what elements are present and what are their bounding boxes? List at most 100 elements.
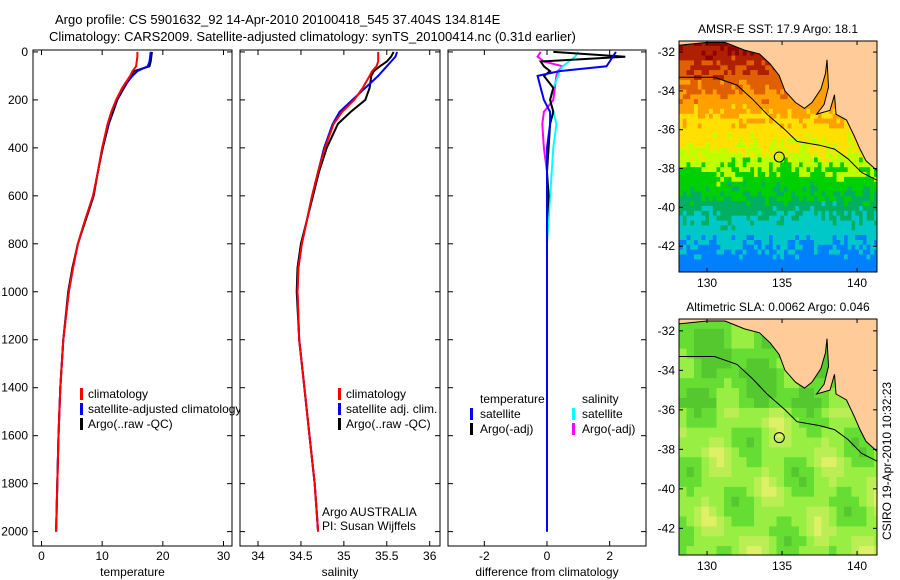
map-cell (769, 157, 774, 163)
map-cell (847, 167, 852, 173)
map-cell (862, 249, 867, 256)
map-cell (731, 191, 736, 197)
panel-1: 0 10 20 30020040060080010001200140016001800… (1, 45, 241, 579)
map-cell (866, 526, 875, 537)
map-cell (724, 118, 729, 125)
map-cell (802, 264, 807, 270)
map-cell (787, 220, 792, 227)
map-cell (709, 467, 718, 478)
map-cell (784, 99, 789, 105)
map-cell (716, 220, 721, 227)
map-cell (697, 99, 703, 105)
legend-swatch (572, 408, 575, 420)
map-cell (731, 70, 736, 76)
map-cell (712, 254, 718, 260)
map-cell (742, 249, 747, 256)
map-cell (874, 447, 877, 458)
map-cell (709, 215, 714, 222)
map-cell (832, 240, 837, 246)
map-cell (716, 210, 721, 217)
map-cell (731, 176, 736, 183)
map-cell (731, 215, 736, 222)
map-cell (705, 225, 710, 231)
map-cell (716, 388, 725, 399)
map-cell (716, 104, 721, 110)
map-cell (772, 225, 777, 231)
map-cell (829, 457, 838, 468)
map-cell (847, 138, 852, 144)
map-cell (746, 225, 751, 231)
map-cell (776, 191, 781, 197)
map-cell (686, 108, 691, 115)
map-cell (825, 79, 830, 86)
map-cell (754, 79, 759, 86)
map-cell (697, 206, 703, 212)
map-cell (829, 378, 838, 389)
map-cell (709, 235, 714, 241)
map-cell (705, 167, 710, 173)
map-cell (682, 55, 688, 62)
map-cell (701, 201, 706, 207)
map-cell (720, 45, 725, 52)
map-cell (807, 556, 815, 567)
map-cell (765, 94, 770, 100)
map-cell (679, 264, 684, 270)
map-cell (735, 269, 740, 272)
map-cell (821, 167, 826, 173)
map-cell (795, 133, 800, 139)
map-cell (716, 172, 721, 178)
map-cell (739, 447, 748, 458)
map-cell (716, 486, 725, 498)
map-cell (739, 417, 748, 429)
map-cell (866, 467, 875, 478)
map-cell (780, 225, 785, 231)
map-cell (750, 249, 755, 256)
map-cell (787, 249, 792, 256)
map-cell (866, 181, 871, 188)
map-cell (761, 128, 766, 134)
map-cell (735, 128, 740, 134)
map-cell (769, 378, 778, 389)
map-cell (769, 162, 774, 168)
map-cell (806, 201, 811, 207)
map-cell (754, 269, 759, 272)
map-cell (866, 201, 871, 207)
map-cell (746, 128, 751, 134)
map-cell (795, 172, 800, 178)
map-cell (712, 196, 718, 202)
map-cell (705, 123, 710, 129)
map-cell (690, 206, 695, 212)
map-cell (792, 274, 796, 280)
map-cell (825, 249, 830, 256)
map-cell (776, 157, 781, 163)
map-cell (772, 99, 777, 105)
map-cell (686, 113, 691, 120)
map-cell (731, 104, 736, 110)
map-cell (874, 201, 877, 207)
map-cell (716, 41, 721, 47)
map-cell (757, 147, 762, 154)
map-cell (821, 264, 826, 270)
map-cell (754, 113, 759, 120)
map-cell (731, 457, 740, 468)
map-cell (784, 176, 789, 183)
map-cell (754, 162, 759, 168)
map-cell (780, 128, 785, 134)
map-cell (780, 235, 785, 241)
map-cell (716, 447, 725, 458)
map-cell (761, 147, 766, 154)
map-cell (772, 172, 777, 178)
map-cell (851, 172, 856, 178)
map-cell (844, 176, 849, 183)
map-cell (836, 210, 841, 217)
map-cell (799, 128, 804, 134)
map-cell (716, 186, 721, 193)
map-cell (746, 201, 751, 207)
map-cell (832, 142, 837, 149)
map-cell (735, 264, 740, 270)
map-cell (750, 210, 755, 217)
map-cell (765, 157, 770, 163)
map-cell (765, 235, 770, 241)
map-cell (776, 142, 781, 149)
map-cell (799, 123, 804, 129)
